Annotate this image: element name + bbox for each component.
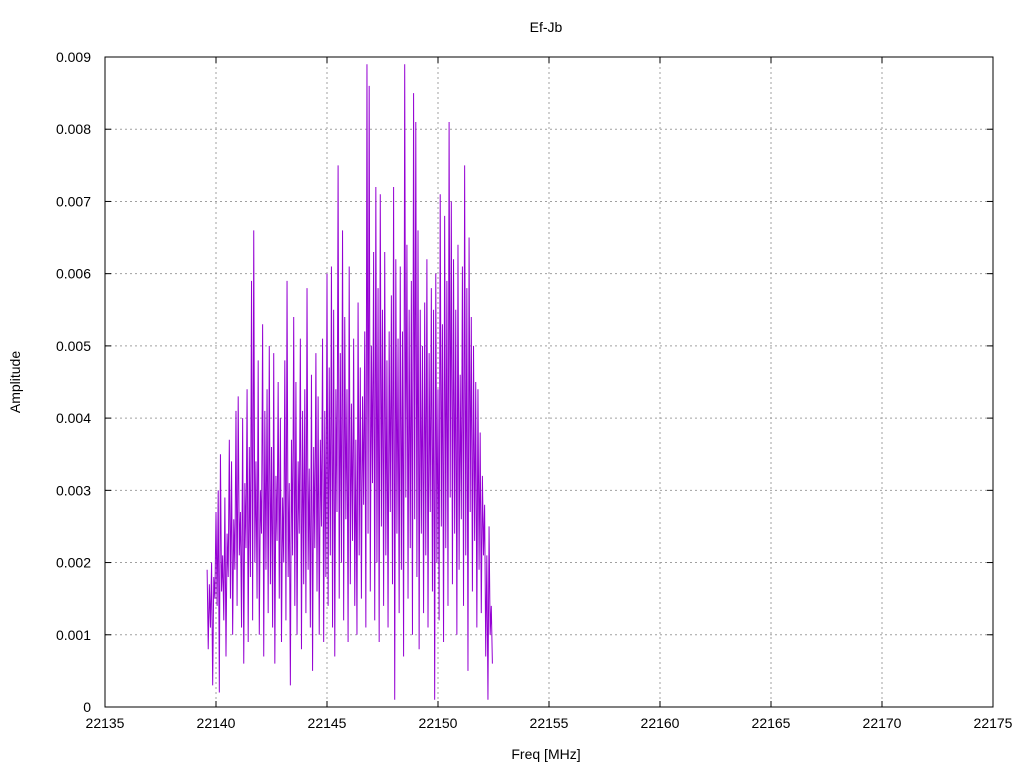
y-tick-label: 0.002: [56, 555, 91, 571]
y-tick-label: 0.006: [56, 266, 91, 282]
tick-labels: 22135 22140 22145 22150 22155 22160 22165 22170…: [56, 49, 1013, 731]
y-tick-label: 0.009: [56, 49, 91, 65]
x-tick-label: 22160: [641, 715, 680, 731]
x-tick-label: 22145: [308, 715, 347, 731]
x-tick-label: 22165: [752, 715, 791, 731]
y-tick-label: 0.001: [56, 627, 91, 643]
y-tick-label: 0.005: [56, 338, 91, 354]
y-tick-label: 0.007: [56, 193, 91, 209]
x-tick-label: 22155: [530, 715, 569, 731]
y-tick-label: 0.004: [56, 410, 91, 426]
grid-lines: [105, 57, 993, 707]
x-tick-label: 22175: [974, 715, 1013, 731]
x-tick-label: 22140: [197, 715, 236, 731]
plot-frame: [104, 56, 994, 708]
x-tick-label: 22150: [419, 715, 458, 731]
x-tick-label: 22135: [86, 715, 125, 731]
x-tick-label: 22170: [863, 715, 902, 731]
series-line: [206, 64, 493, 700]
y-tick-label: 0: [83, 699, 91, 715]
y-axis-label: Amplitude: [7, 351, 23, 413]
y-tick-label: 0.003: [56, 482, 91, 498]
x-axis-label: Freq [MHz]: [511, 746, 580, 762]
y-tick-label: 0.008: [56, 121, 91, 137]
chart-title: Ef-Jb: [530, 19, 563, 35]
